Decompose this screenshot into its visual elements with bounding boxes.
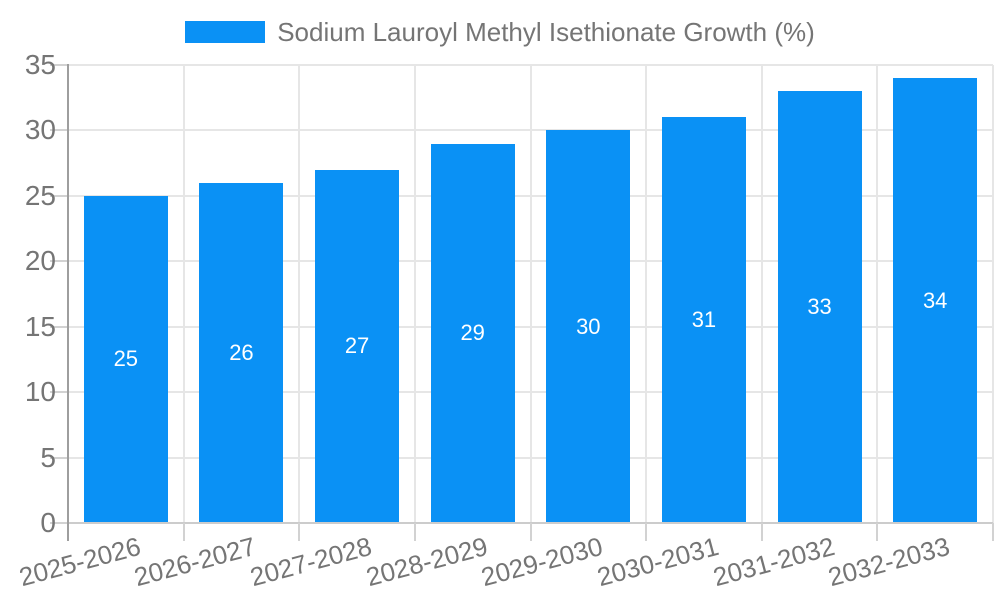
gridline bbox=[760, 65, 763, 523]
bar: 33 bbox=[777, 91, 862, 523]
gridline bbox=[645, 65, 648, 523]
gridline bbox=[992, 65, 994, 523]
x-tick bbox=[298, 523, 301, 541]
bar-value-label: 33 bbox=[807, 294, 832, 320]
x-tick bbox=[876, 523, 879, 541]
y-axis-label: 10 bbox=[24, 376, 56, 408]
y-tick bbox=[50, 522, 68, 524]
legend-label: Sodium Lauroyl Methyl Isethionate Growth… bbox=[277, 16, 815, 47]
y-axis-label: 0 bbox=[40, 507, 56, 538]
y-axis-label: 25 bbox=[24, 179, 56, 211]
gridline bbox=[529, 65, 532, 523]
bar: 30 bbox=[546, 130, 631, 523]
bar-value-label: 27 bbox=[344, 333, 370, 359]
x-tick bbox=[413, 523, 416, 541]
y-tick bbox=[50, 456, 68, 459]
y-axis-label: 5 bbox=[40, 441, 56, 473]
y-tick bbox=[50, 325, 68, 328]
gridline bbox=[182, 65, 185, 523]
bar: 34 bbox=[893, 78, 978, 523]
bar-value-label: 30 bbox=[576, 313, 601, 339]
bar-value-label: 25 bbox=[113, 346, 139, 372]
bar-value-label: 31 bbox=[691, 307, 717, 333]
gridline bbox=[413, 65, 416, 523]
bar: 25 bbox=[83, 195, 168, 523]
gridline bbox=[298, 65, 301, 523]
y-axis-line bbox=[67, 64, 69, 541]
bar: 26 bbox=[199, 182, 284, 523]
x-tick bbox=[529, 523, 532, 541]
legend-swatch bbox=[185, 21, 266, 43]
x-tick bbox=[992, 523, 994, 541]
y-tick bbox=[50, 391, 68, 394]
y-tick bbox=[50, 260, 68, 263]
y-axis-label: 15 bbox=[24, 310, 56, 342]
y-axis-label: 20 bbox=[24, 245, 56, 277]
y-tick bbox=[50, 64, 68, 66]
x-tick bbox=[760, 523, 763, 541]
bar: 31 bbox=[661, 117, 746, 523]
bar: 29 bbox=[430, 143, 515, 523]
bar-value-label: 29 bbox=[460, 320, 485, 346]
y-axis-label: 30 bbox=[24, 114, 56, 146]
x-tick bbox=[645, 523, 648, 541]
x-tick bbox=[182, 523, 185, 541]
gridline bbox=[876, 65, 879, 523]
bar: 27 bbox=[315, 169, 400, 523]
y-tick bbox=[50, 129, 68, 132]
y-tick bbox=[50, 194, 68, 197]
bar-value-label: 34 bbox=[922, 287, 948, 313]
bar-value-label: 26 bbox=[229, 339, 254, 365]
legend: Sodium Lauroyl Methyl Isethionate Growth… bbox=[0, 17, 1000, 47]
y-axis-label: 35 bbox=[24, 49, 56, 80]
